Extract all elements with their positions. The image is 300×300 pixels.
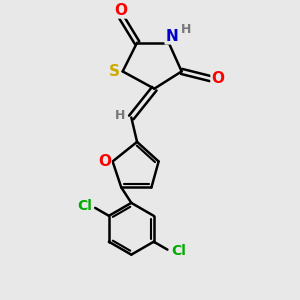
Text: S: S <box>109 64 120 79</box>
Text: Cl: Cl <box>171 244 186 258</box>
Text: N: N <box>165 29 178 44</box>
Text: O: O <box>98 154 111 169</box>
Text: O: O <box>211 71 224 86</box>
Text: Cl: Cl <box>77 200 92 214</box>
Text: O: O <box>115 3 128 18</box>
Text: H: H <box>181 23 192 36</box>
Text: H: H <box>115 109 126 122</box>
